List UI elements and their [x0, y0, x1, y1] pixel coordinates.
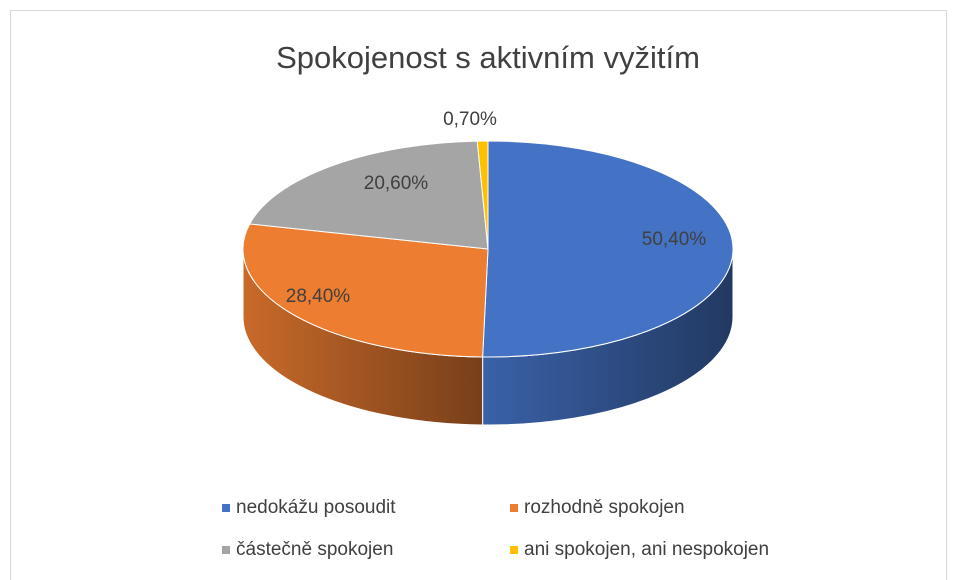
legend-swatch — [222, 546, 230, 554]
data-label: 0,70% — [443, 109, 497, 130]
legend-label: nedokážu posoudit — [236, 497, 396, 518]
pie-slice — [476, 140, 489, 250]
chart-title: Spokojenost s aktivním vyžitím — [276, 40, 700, 75]
data-label: 28,40% — [286, 286, 351, 307]
pie-slice — [242, 223, 489, 358]
legend-swatch — [510, 504, 518, 512]
legend-label: rozhodně spokojen — [524, 497, 685, 518]
data-label: 50,40% — [642, 229, 707, 250]
data-label: 20,60% — [364, 173, 429, 194]
legend-label: částečně spokojen — [236, 539, 393, 560]
legend-swatch — [222, 504, 230, 512]
legend-swatch — [510, 546, 518, 554]
legend-label: ani spokojen, ani nespokojen — [524, 539, 769, 560]
pie-slice — [248, 140, 489, 250]
pie-slice — [482, 140, 734, 358]
